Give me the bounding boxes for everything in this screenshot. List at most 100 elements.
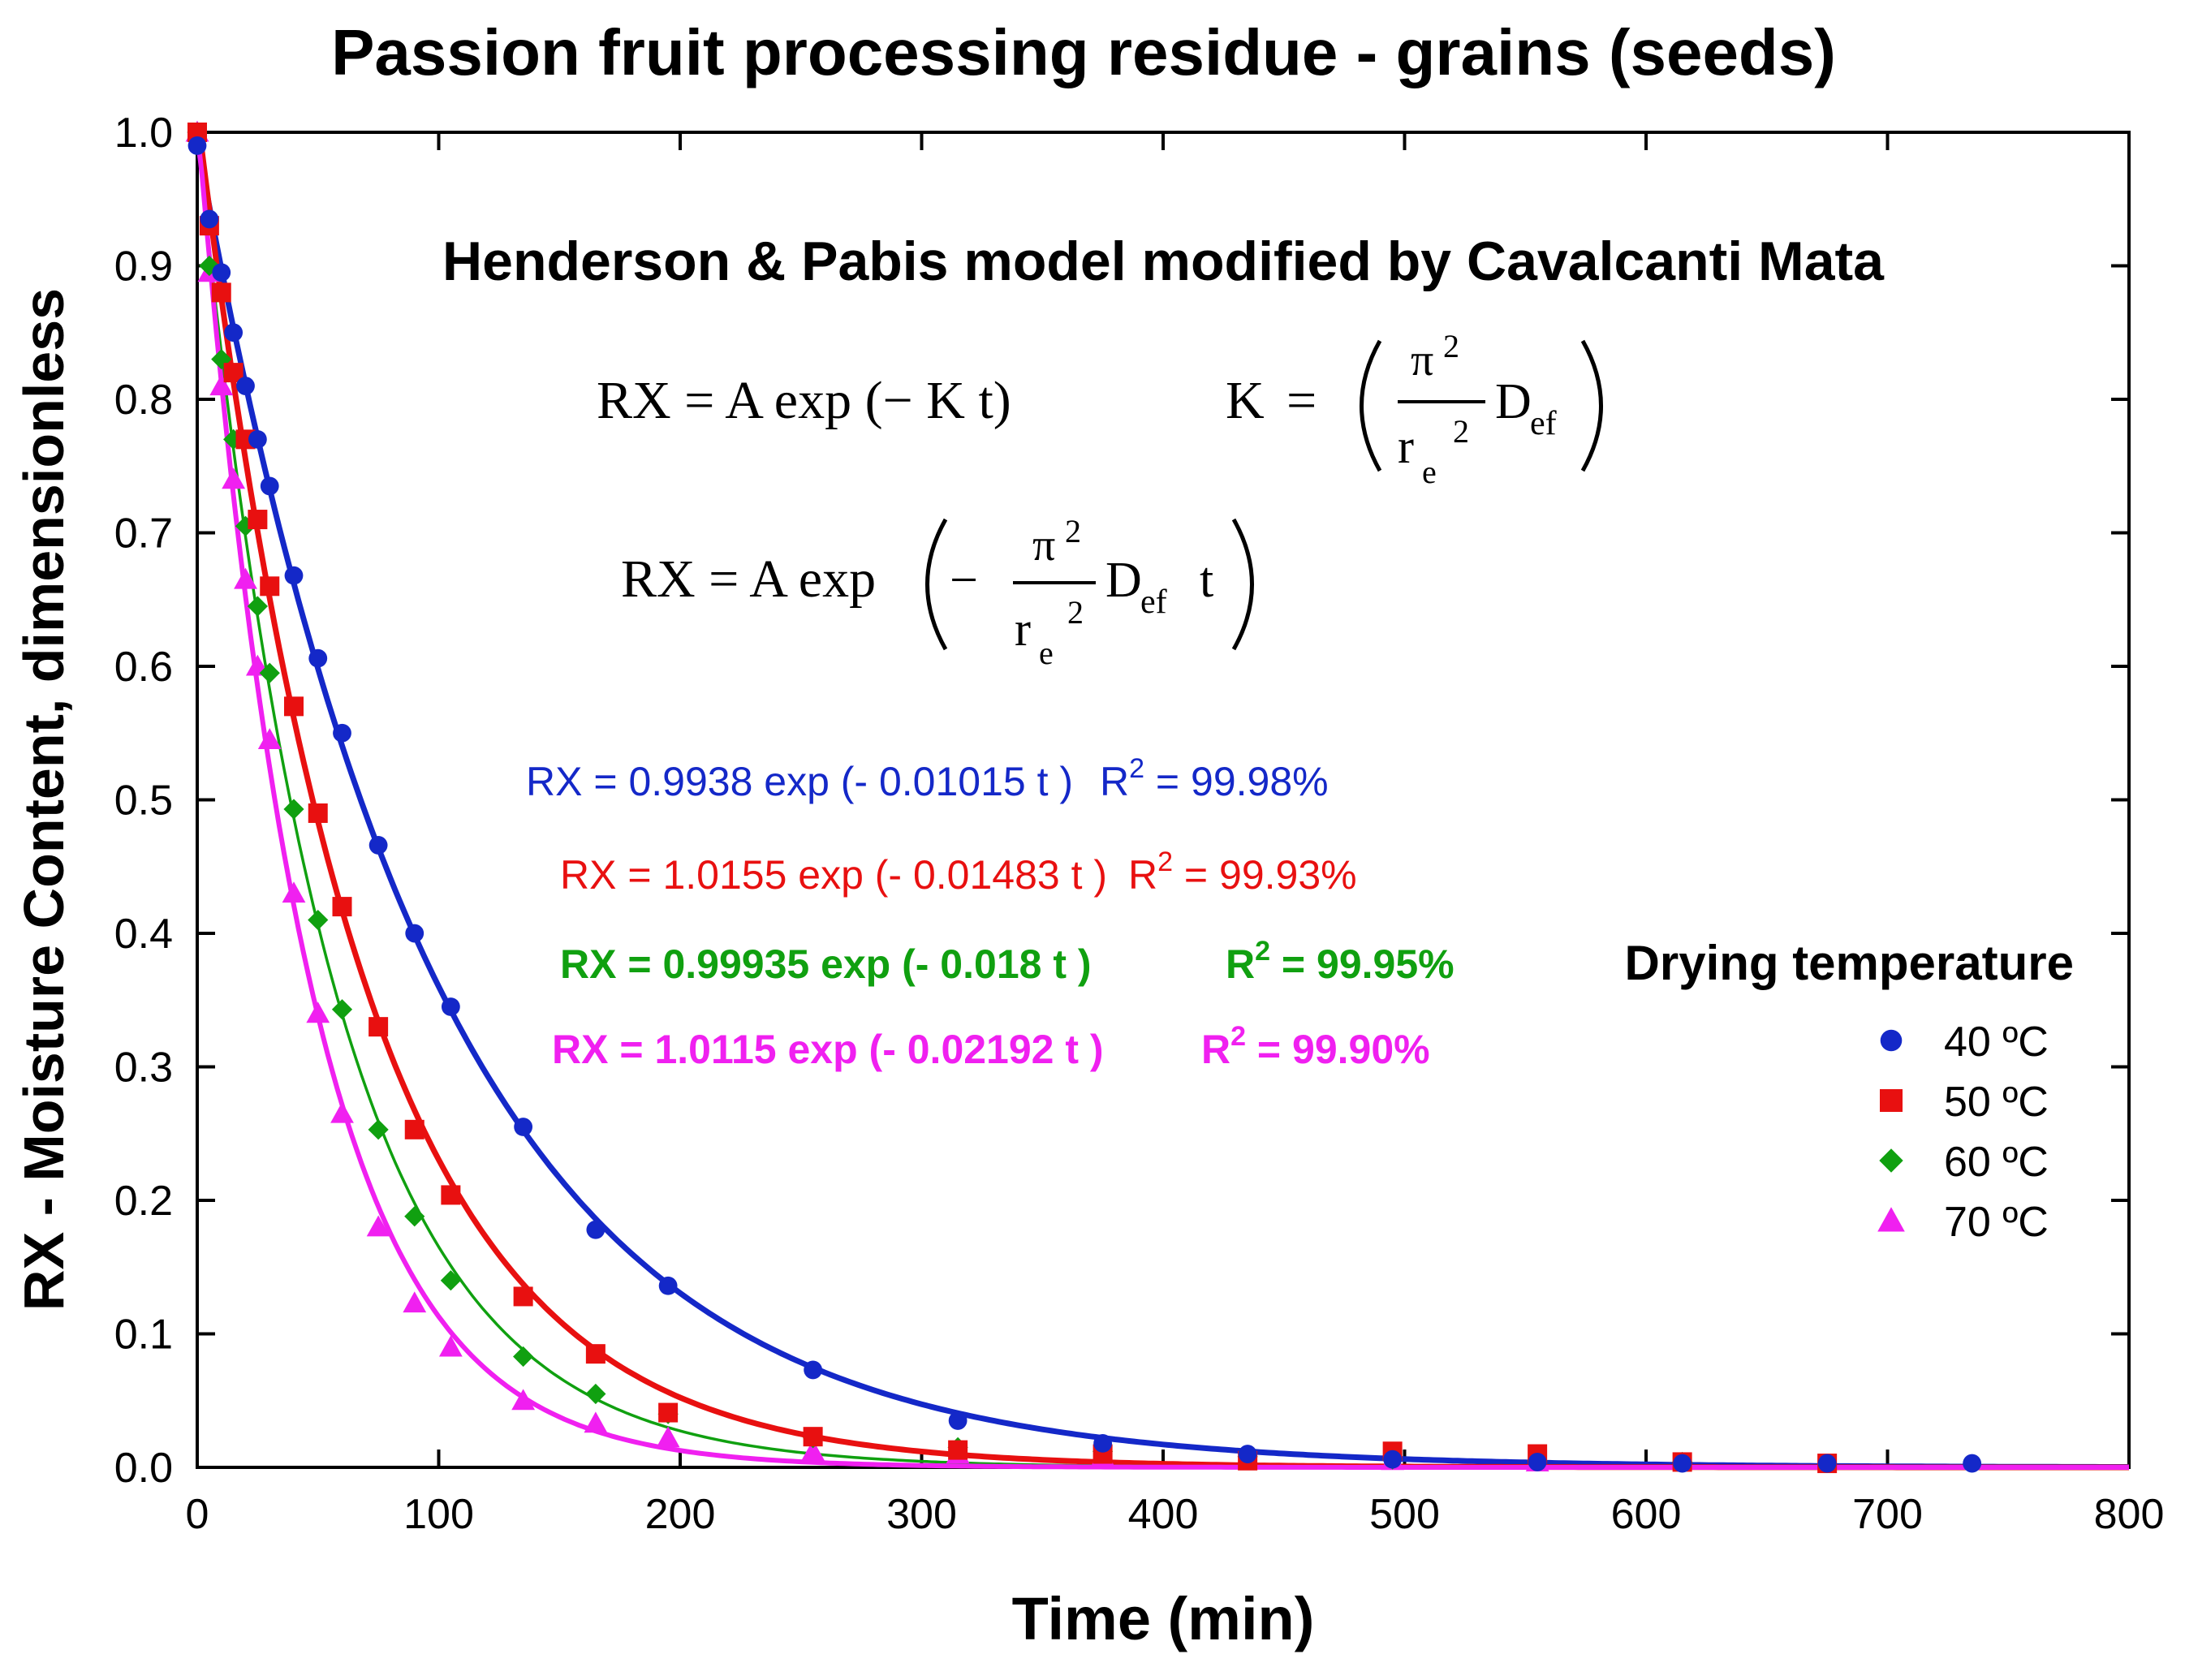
y-tick-label: 0.8 (114, 377, 173, 424)
f3-pi-sup: 2 (1065, 513, 1081, 549)
f3-close-paren (1231, 518, 1254, 651)
data-point-3 (331, 999, 353, 1020)
k-pi: π (1411, 335, 1433, 386)
f3-r: r (1015, 602, 1031, 656)
x-tick-label: 700 (1852, 1491, 1923, 1538)
data-point-3 (308, 909, 329, 931)
f3-open-paren (925, 518, 948, 651)
legend-marker-2 (1880, 1089, 1903, 1112)
r2-value: = 99.95% (1270, 941, 1455, 987)
data-point-4 (438, 1335, 463, 1357)
x-tick-label: 100 (403, 1491, 474, 1538)
r2-superscript: 2 (1129, 753, 1144, 784)
data-point-1 (658, 1276, 678, 1295)
data-point-3 (259, 662, 280, 683)
data-point-1 (1238, 1445, 1257, 1463)
data-point-4 (366, 1215, 390, 1237)
r2-label-1: R2 = 99.98% (1100, 753, 1329, 804)
data-point-4 (801, 1439, 825, 1461)
f3-d-sub: ef (1140, 584, 1167, 621)
data-point-1 (804, 1360, 823, 1380)
x-tick-label: 800 (2094, 1491, 2165, 1538)
data-point-2 (368, 1017, 389, 1037)
data-point-4 (282, 881, 306, 903)
data-point-1 (368, 836, 388, 855)
legend-label-4: 70 ºC (1944, 1199, 2049, 1246)
data-point-1 (514, 1118, 533, 1136)
legend-label-2: 50 ºC (1944, 1079, 2049, 1126)
legend: 40 ºC 50 ºC 60 ºC 70 ºC (1877, 1019, 2049, 1246)
f3-rx-a-exp: RX = A exp (621, 549, 876, 609)
legend-title: Drying temperature (1625, 936, 2074, 990)
x-tick-label: 400 (1128, 1491, 1199, 1538)
data-point-1 (260, 476, 279, 496)
data-point-4 (257, 728, 282, 749)
y-tick-label: 0.9 (114, 243, 173, 291)
y-axis-label: RX - Moisture Content, dimensionless (12, 288, 75, 1311)
data-point-2 (260, 576, 280, 597)
fit-equation-4: RX = 1.0115 exp (- 0.02192 t ) (552, 1027, 1104, 1072)
x-axis-label: Time (min) (1012, 1585, 1315, 1652)
f3-d: D (1105, 553, 1142, 608)
legend-marker-1 (1880, 1029, 1903, 1052)
data-point-2 (513, 1286, 533, 1307)
data-point-1 (187, 136, 207, 155)
formula-k: K = π 2 r e 2 D ef (1226, 328, 1603, 490)
k-pi-sup: 2 (1443, 328, 1459, 364)
f3-t: t (1200, 553, 1213, 608)
data-point-1 (333, 723, 351, 743)
data-point-2 (585, 1344, 606, 1364)
data-point-2 (332, 897, 352, 917)
fit-curve-4 (195, 131, 2129, 1470)
data-point-4 (511, 1389, 536, 1411)
y-tick-label: 0.2 (114, 1178, 173, 1225)
fit-equation-1: RX = 0.9938 exp (- 0.01015 t ) (526, 759, 1073, 804)
y-axis: 0.0 0.1 0.2 0.3 0.4 0.5 0.6 0.7 0.8 0.9 1.0 (114, 110, 2129, 1492)
r2-label-4: R2 = 99.90% (1201, 1021, 1430, 1072)
y-tick-label: 0.4 (114, 911, 173, 958)
y-tick-label: 0.1 (114, 1312, 173, 1359)
k-r: r (1398, 420, 1414, 473)
data-point-1 (586, 1220, 606, 1239)
r2-superscript: 2 (1230, 1021, 1246, 1052)
r2-value: = 99.90% (1246, 1027, 1430, 1072)
data-point-4 (306, 1002, 330, 1023)
data-point-2 (441, 1185, 461, 1205)
x-tick-label: 0 (186, 1491, 209, 1538)
data-point-1 (948, 1411, 968, 1430)
data-point-3 (235, 515, 256, 536)
y-tick-label: 0.3 (114, 1045, 173, 1092)
y-tick-label: 0.5 (114, 778, 173, 825)
data-point-4 (584, 1411, 608, 1433)
f3-r-sup: 2 (1067, 594, 1084, 631)
data-point-4 (222, 467, 246, 489)
f3-minus: − (950, 553, 978, 608)
r2-label-2: R2 = 99.93% (1128, 846, 1357, 898)
k-symbol: K (1226, 371, 1265, 430)
data-point-3 (585, 1383, 606, 1405)
f3-r-sub: e (1039, 635, 1054, 671)
legend-marker-4 (1877, 1207, 1905, 1232)
x-tick-label: 200 (645, 1491, 716, 1538)
data-point-1 (405, 924, 425, 943)
data-point-2 (948, 1440, 968, 1460)
data-markers (185, 120, 1982, 1474)
r2-letter: R (1226, 941, 1255, 987)
k-open-paren (1360, 339, 1382, 472)
data-point-1 (1673, 1454, 1692, 1473)
data-point-1 (1093, 1433, 1113, 1453)
data-point-1 (441, 997, 460, 1016)
data-point-3 (283, 799, 304, 820)
f3-pi: π (1032, 520, 1055, 571)
data-point-1 (212, 263, 231, 282)
data-point-4 (209, 374, 234, 396)
y-tick-label: 1.0 (114, 110, 173, 157)
k-d-sub: ef (1530, 405, 1557, 442)
data-point-4 (403, 1291, 427, 1313)
data-point-1 (1817, 1454, 1837, 1473)
k-r-sub: e (1422, 454, 1437, 490)
fit-equations: RX = 0.9938 exp (- 0.01015 t ) R2 = 99.98… (526, 753, 1455, 1072)
data-point-4 (234, 567, 257, 589)
data-point-2 (308, 803, 328, 823)
